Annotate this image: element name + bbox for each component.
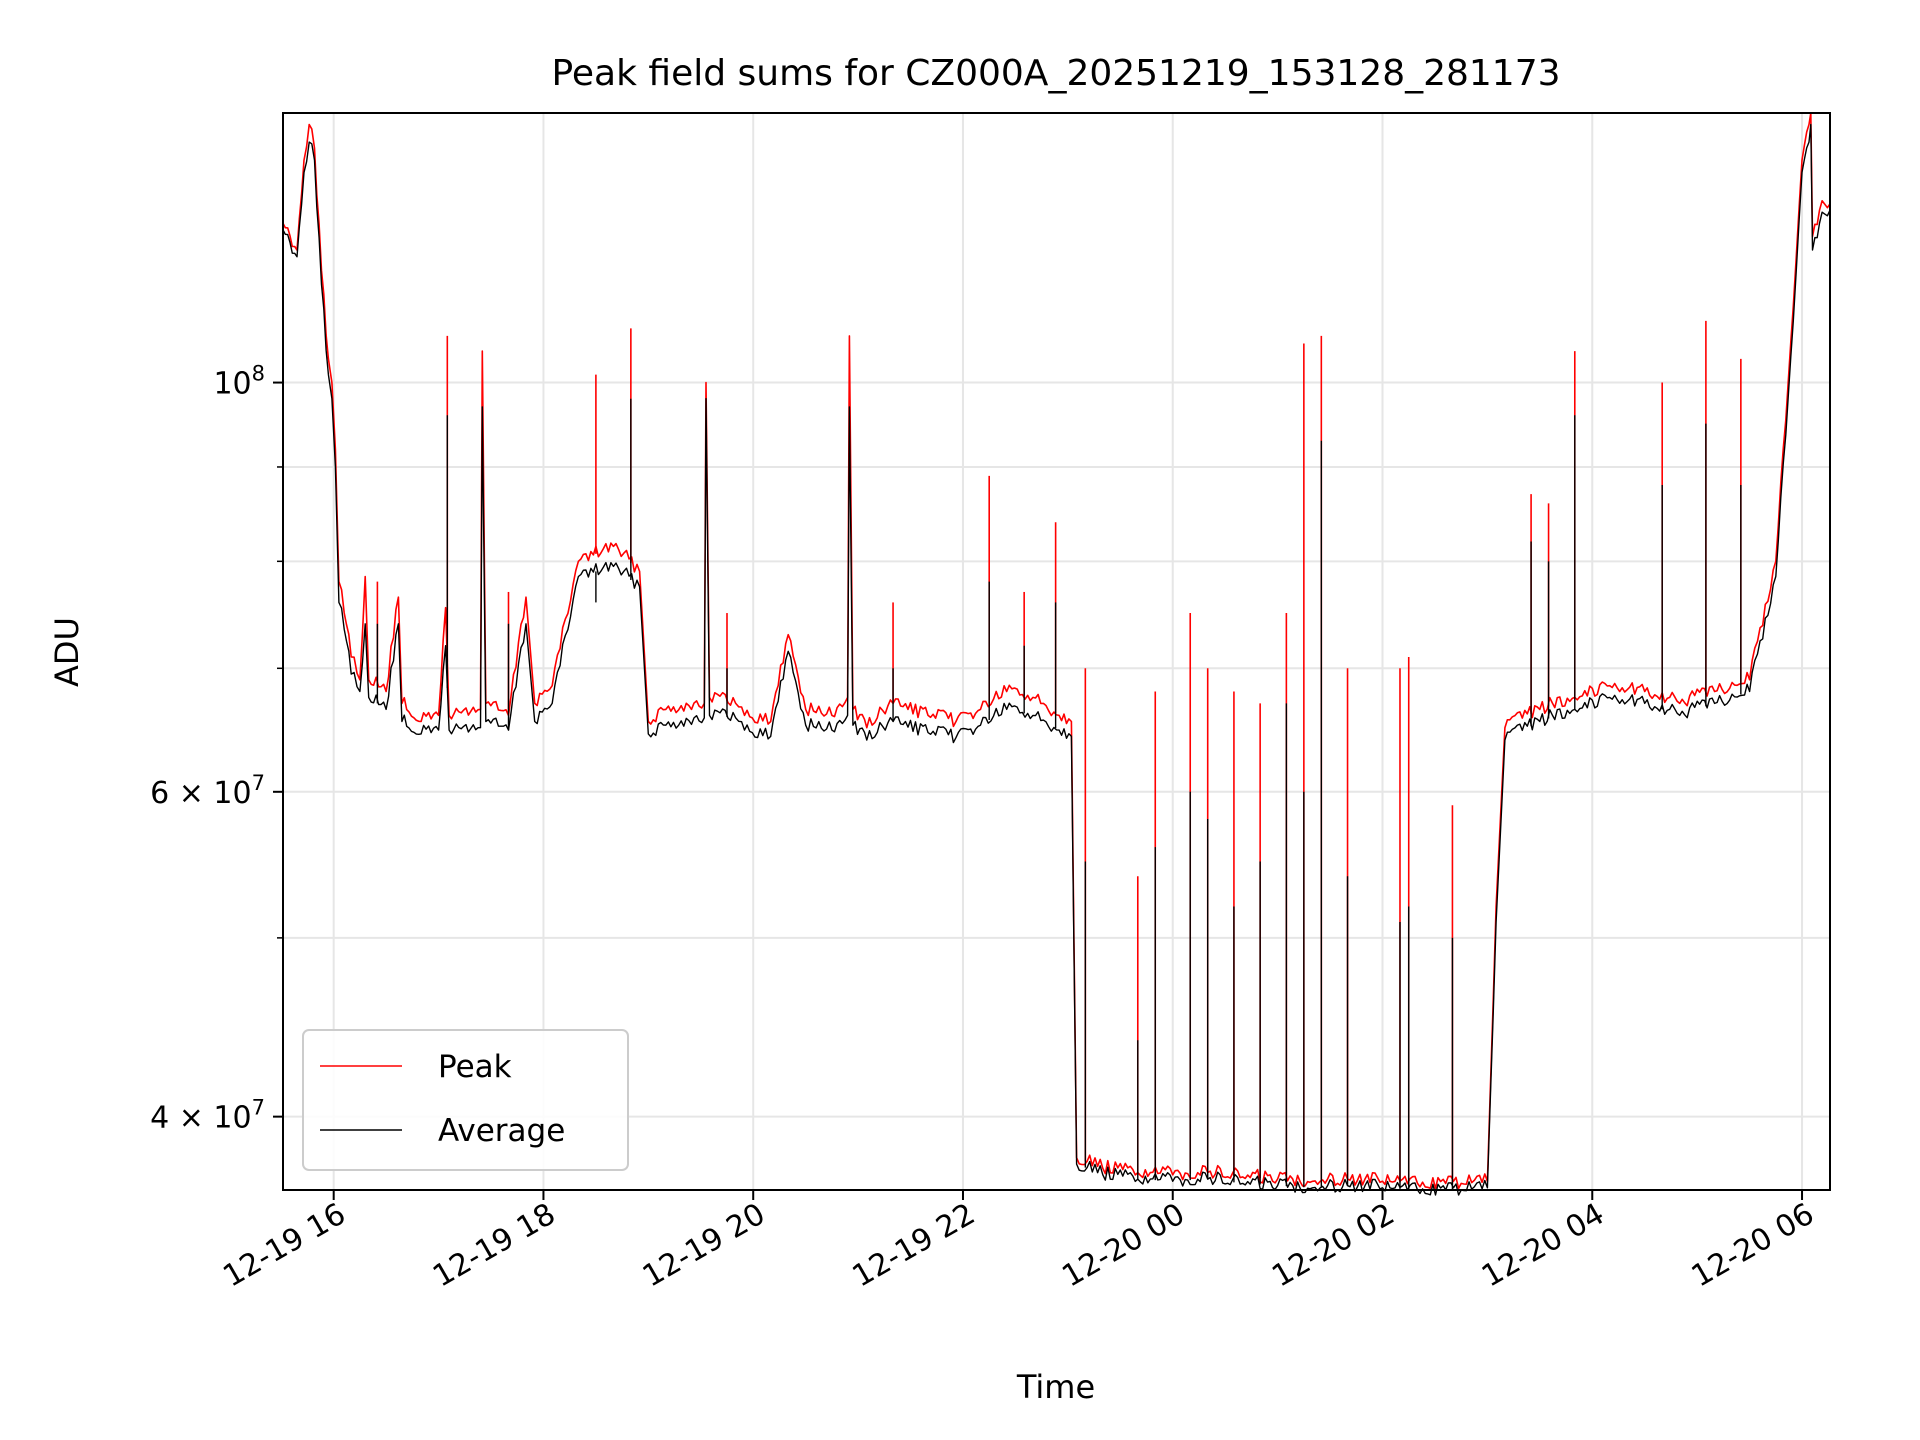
legend-label-average: Average [438,1113,565,1149]
y-tick-label: 4 × 107 [150,1096,265,1136]
chart-title: Peak field sums for CZ000A_20251219_1531… [551,53,1560,94]
y-tick-label: 108 [213,362,265,402]
y-tick-label: 6 × 107 [150,771,265,811]
legend: Peak Average [302,1029,629,1171]
series-average-line [282,123,1831,1196]
x-axis-label: Time [1016,1368,1095,1406]
legend-label-peak: Peak [438,1049,512,1085]
series-peak-line [282,112,1831,1190]
y-axis-label: ADU [48,617,86,687]
plot-frame [282,112,1831,1191]
series-layer [282,112,1831,1196]
legend-box [302,1029,629,1171]
